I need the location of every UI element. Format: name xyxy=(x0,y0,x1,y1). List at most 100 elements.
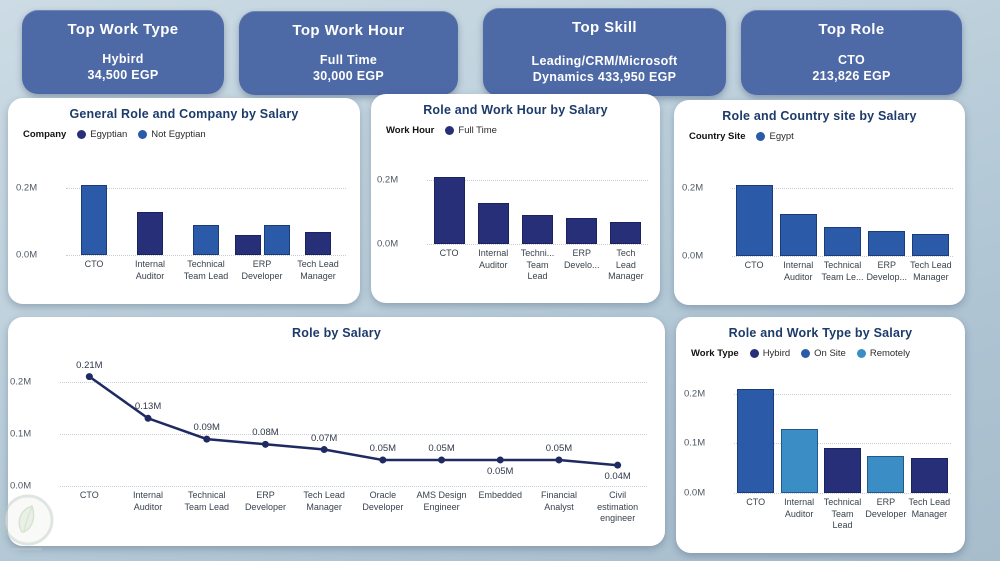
bar-group-technical-team-lead xyxy=(821,374,864,493)
chart-work-type-by-salary: Role and Work Type by Salary Work Type Hy… xyxy=(676,317,965,553)
x-axis-label: Internal Auditor xyxy=(784,497,815,519)
bar-cto-egypt[interactable] xyxy=(735,184,773,256)
y-axis-label: 0.2M xyxy=(377,174,399,186)
data-point-technical-team-lead[interactable] xyxy=(203,435,211,443)
y-axis-label: 0.0M xyxy=(377,238,399,250)
legend-label: Hybird xyxy=(762,348,791,359)
kpi-title: Top Skill xyxy=(572,19,637,36)
bar-technical-team-le...-egypt[interactable] xyxy=(824,227,861,256)
bar-group-cto xyxy=(427,161,471,244)
y-axis-label: 0.2M xyxy=(682,182,704,194)
legend-title: Country Site xyxy=(689,131,746,142)
legend-label: On Site xyxy=(814,348,846,359)
legend-item-full-time[interactable]: Full Time xyxy=(445,125,497,136)
bar-internal-auditor-full-time[interactable] xyxy=(477,202,509,244)
bar-cto-full-time[interactable] xyxy=(433,176,465,244)
kpi-value-line1: CTO xyxy=(837,53,866,67)
legend-title: Work Type xyxy=(691,348,739,359)
kpi-card-top-work-type[interactable]: Top Work Type Hybird 34,500 EGP xyxy=(22,10,224,94)
x-axis-label: Technical Team Lead xyxy=(184,490,230,512)
data-label: 0.05M xyxy=(545,442,573,454)
bar-technical-team-lead-not-egyptian[interactable] xyxy=(193,224,219,255)
bar-tech-lead-manager-hybird[interactable] xyxy=(910,458,948,493)
bar-erp-develop...-egypt[interactable] xyxy=(868,230,906,256)
x-axis-label: Technical Team Lead xyxy=(183,259,229,281)
legend-item-not-egyptian[interactable]: Not Egyptian xyxy=(138,129,206,140)
bar-internal-auditor-egypt[interactable] xyxy=(779,213,817,256)
legend: Country Site Egypt xyxy=(689,131,957,142)
x-axis-label: ERP Developer xyxy=(865,497,907,519)
y-axis-label: 0.0M xyxy=(684,487,706,499)
x-axis-label: Internal Auditor xyxy=(134,259,166,281)
gridline xyxy=(732,256,953,257)
data-point-embedded[interactable] xyxy=(496,456,504,464)
bar-erp-developer-remotely[interactable] xyxy=(867,455,905,493)
gridline xyxy=(427,244,648,245)
y-axis-label: 0.0M xyxy=(16,249,38,261)
legend-label: Remotely xyxy=(869,348,910,359)
data-label: 0.05M xyxy=(487,465,514,477)
x-axis: CTO Internal Auditor Technical Team Lead ER… xyxy=(66,259,346,282)
kpi-value: CTO 213,826 EGP xyxy=(741,52,962,84)
bar-internal-auditor-egyptian[interactable] xyxy=(137,211,163,255)
legend-item-egyptian[interactable]: Egyptian xyxy=(77,129,127,140)
kpi-card-top-work-hour[interactable]: Top Work Hour Full Time 30,000 EGP xyxy=(239,11,458,95)
data-point-ams-design-engineer[interactable] xyxy=(438,456,446,464)
chart-country-site-by-salary: Role and Country site by Salary Country … xyxy=(674,100,965,305)
bar-cto-on-site[interactable] xyxy=(737,388,775,493)
data-point-internal-auditor[interactable] xyxy=(144,414,152,422)
bar-techni...-team-lead-full-time[interactable] xyxy=(522,215,553,244)
data-label: 0.07M xyxy=(310,432,338,444)
data-point-erp-developer[interactable] xyxy=(261,440,269,448)
bar-erp-developer-egyptian[interactable] xyxy=(234,234,261,255)
bar-erp-develo...-full-time[interactable] xyxy=(566,218,598,244)
data-point-cto[interactable] xyxy=(85,373,93,381)
plot-area: 0.2M 0.0M xyxy=(682,168,953,262)
bar-internal-auditor-remotely[interactable] xyxy=(780,428,818,493)
data-point-civil-estimation-engineer[interactable] xyxy=(614,461,622,469)
x-axis-label: Internal Auditor xyxy=(478,248,509,270)
bar-group-tech-lead-manager xyxy=(290,168,346,255)
legend-item-remotely[interactable]: Remotely xyxy=(856,348,910,359)
bar-technical-team-lead-hybird[interactable] xyxy=(824,448,862,493)
x-axis-label: Internal Auditor xyxy=(783,260,814,282)
data-point-oracle-developer[interactable] xyxy=(379,456,387,464)
x-axis-label: AMS Design Engineer xyxy=(416,490,467,512)
x-axis-label: CTO xyxy=(744,260,764,270)
x-axis-label: Tech Lead Manager xyxy=(910,260,952,282)
data-point-financial-analyst[interactable] xyxy=(555,456,563,464)
kpi-card-top-skill[interactable]: Top Skill Leading/CRM/Microsoft Dynamics… xyxy=(483,8,726,96)
legend-dot xyxy=(749,349,759,358)
legend: Work Type Hybird On Site Remotely xyxy=(691,348,957,359)
legend-item-on-site[interactable]: On Site xyxy=(801,348,846,359)
legend-label: Not Egyptian xyxy=(151,129,206,140)
bar-cto-not-egyptian[interactable] xyxy=(81,184,107,255)
x-axis-label: CTO xyxy=(84,259,104,269)
bar-group-internal-auditor xyxy=(122,168,178,255)
bar-group-cto xyxy=(66,168,122,255)
kpi-value-line1: Leading/CRM/Microsoft xyxy=(531,54,678,68)
x-axis-label: Tech Lead Manager xyxy=(303,490,345,512)
bar-tech-lead-manager-full-time[interactable] xyxy=(610,221,642,244)
bar-erp-developer-not-egyptian[interactable] xyxy=(263,224,290,255)
bar-tech-lead-manager-egyptian[interactable] xyxy=(305,231,331,255)
bars-row xyxy=(66,168,346,255)
gridline xyxy=(734,493,951,494)
chart-title: General Role and Company by Salary xyxy=(69,107,299,121)
bar-group-tech-lead-manager xyxy=(908,374,951,493)
kpi-card-top-role[interactable]: Top Role CTO 213,826 EGP xyxy=(741,10,962,95)
bar-tech-lead-manager-egypt[interactable] xyxy=(912,234,950,256)
kpi-title: Top Work Hour xyxy=(292,22,405,39)
line-path xyxy=(88,375,618,467)
legend-dot xyxy=(138,130,148,139)
legend-item-hybird[interactable]: Hybird xyxy=(749,348,791,359)
legend-title: Company xyxy=(23,129,67,140)
bar-group-techni...-team-lead xyxy=(515,161,559,244)
x-axis-label: CTO xyxy=(746,497,766,507)
x-axis-label: Internal Auditor xyxy=(133,490,164,512)
legend-item-egypt[interactable]: Egypt xyxy=(756,131,794,142)
bar-group-tech-lead-manager xyxy=(909,168,953,256)
bar-group-internal-auditor xyxy=(471,161,515,244)
data-point-tech-lead-manager[interactable] xyxy=(320,446,328,454)
